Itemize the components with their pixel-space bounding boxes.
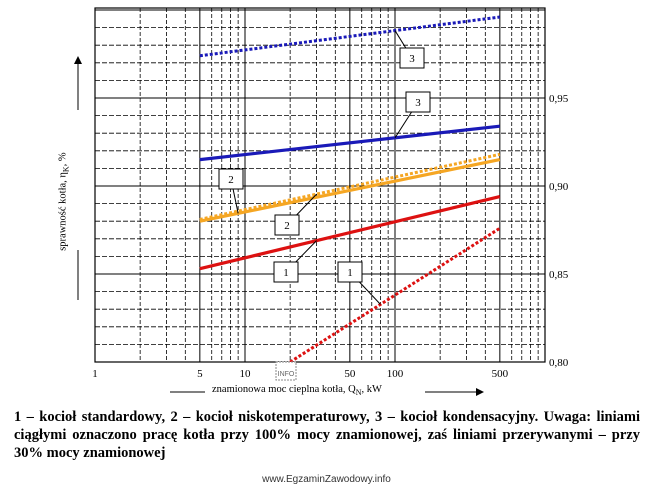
x-tick-label: 1	[92, 368, 98, 380]
series-2-solid-line	[199, 158, 501, 223]
x-axis-arrow-head	[476, 388, 484, 396]
x-tick-label: 5	[197, 368, 203, 380]
series-3-solid-line	[199, 124, 501, 162]
y-tick-label: 0,90	[549, 181, 569, 193]
x-tick-label: 500	[492, 368, 509, 380]
watermark: www.EgzaminZawodowy.info	[262, 474, 391, 485]
x-axis-title: znamionowa moc cieplna kotła, QN, kW	[212, 384, 382, 398]
label-box	[274, 214, 300, 236]
x-tick-label: 50	[344, 368, 356, 380]
label-box-number: 2	[284, 220, 290, 232]
y-tick-label: 0,85	[549, 269, 569, 281]
stamp-text: INFO	[278, 371, 295, 378]
y-tick-label: 0,80	[549, 357, 569, 369]
label-box-number: 3	[415, 97, 421, 109]
label-box-number: 1	[347, 267, 353, 279]
series-1-dotted-line	[289, 226, 501, 364]
y-axis-title: sprawność kotła, ηK, %	[57, 152, 71, 251]
label-box	[399, 47, 425, 69]
plot-frame	[94, 7, 546, 363]
chart-tick-labels: 151020501005000,800,850,900,95	[92, 93, 569, 380]
chart-grid	[95, 8, 545, 362]
info-stamp: INFO	[275, 361, 297, 381]
y-axis-arrow-head	[74, 56, 82, 64]
label-box-number: 2	[228, 174, 234, 186]
label-box	[218, 168, 244, 190]
label-box-number: 3	[409, 53, 415, 65]
series-2-dotted-line	[199, 152, 501, 221]
x-tick-label: 100	[387, 368, 404, 380]
x-tick-label: 10	[240, 368, 252, 380]
label-box	[273, 261, 299, 283]
series-1-solid-line	[199, 195, 501, 271]
chart-box-labels: 3 3 2 2 1 1	[218, 30, 431, 305]
series-3-dotted-line	[199, 15, 501, 58]
figure-caption: 1 – kocioł standardowy, 2 – kocioł nisko…	[14, 409, 640, 461]
label-box-number: 1	[283, 267, 289, 279]
y-tick-label: 0,95	[549, 93, 569, 105]
chart-series	[199, 15, 501, 364]
chart-frame	[94, 7, 546, 363]
axis-arrows: INFO	[74, 56, 484, 396]
stamp-frame	[275, 361, 297, 381]
label-box	[405, 91, 431, 113]
label-box	[337, 261, 363, 283]
